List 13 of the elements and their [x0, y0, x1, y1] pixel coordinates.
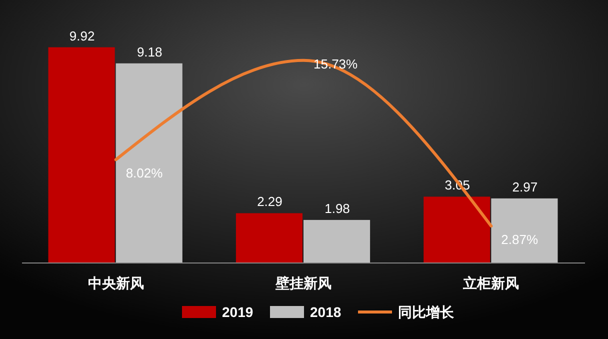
data-label: 9.92: [69, 28, 95, 44]
x-tick-label: 中央新风: [88, 275, 144, 291]
data-label: 2.87%: [501, 232, 538, 248]
x-tick-label: 立柜新风: [462, 275, 520, 291]
data-label: 2.97: [512, 179, 538, 194]
data-label: 8.02%: [126, 166, 164, 181]
data-label: 9.18: [136, 44, 162, 60]
legend-label: 同比增长: [398, 304, 455, 320]
data-label: 2.29: [257, 194, 282, 210]
legend-label: 2019: [222, 304, 254, 320]
data-label: 1.98: [324, 200, 350, 216]
legend-label: 2018: [310, 304, 342, 320]
x-tick-label: 壁挂新风: [274, 275, 332, 291]
